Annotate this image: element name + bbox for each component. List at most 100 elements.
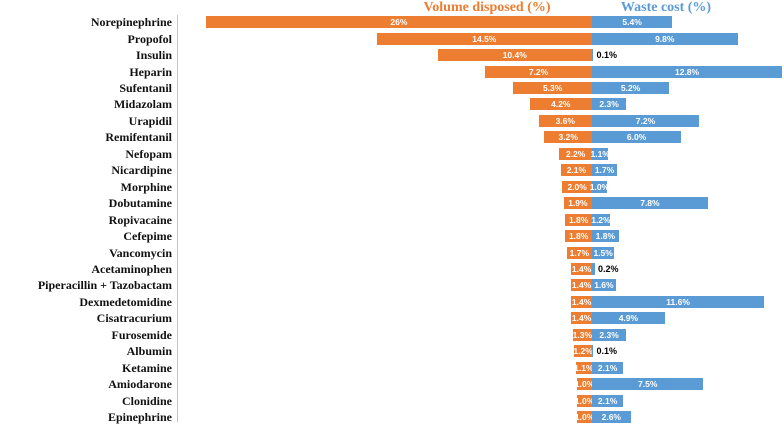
volume-bar: 1.4% <box>571 262 592 275</box>
waste-bar: 7.8% <box>592 197 708 210</box>
waste-bar: 1.1% <box>590 147 610 160</box>
waste-value-label: 0.1% <box>596 50 617 61</box>
waste-value-label: 1.2% <box>591 214 611 225</box>
category-label: Amiodarone <box>108 377 172 392</box>
volume-value-label: 1.0% <box>574 395 595 406</box>
waste-value-label: 11.6% <box>666 296 690 307</box>
waste-value-label: 2.1% <box>597 362 618 373</box>
waste-bar: 2.3% <box>592 98 627 111</box>
volume-bar: 1.9% <box>563 197 592 210</box>
waste-bar: 9.8% <box>592 32 738 45</box>
waste-value-label: 6.0% <box>626 132 647 143</box>
volume-value-label: 10.4% <box>502 50 527 61</box>
waste-value-label: 7.5% <box>638 379 658 390</box>
category-label: Piperacillin + Tazobactam <box>37 278 172 293</box>
waste-value-label: 1.0% <box>589 181 610 192</box>
waste-bar: 2.3% <box>592 328 627 341</box>
waste-value-label: 1.7% <box>594 165 615 176</box>
volume-value-label: 26% <box>390 17 408 28</box>
waste-bar: 11.6% <box>592 295 765 308</box>
waste-bar <box>592 345 594 358</box>
volume-value-label: 7.2% <box>528 66 549 77</box>
series-header-waste-cost: Waste cost (%) <box>620 0 712 15</box>
waste-bar <box>592 49 594 62</box>
volume-value-label: 3.2% <box>558 132 578 143</box>
category-label: Sufentanil <box>119 81 172 95</box>
category-label: Albumin <box>126 344 172 359</box>
waste-bar: 1.0% <box>589 180 610 193</box>
volume-value-label: 1.3% <box>572 329 593 340</box>
category-label: Urapidil <box>128 113 172 128</box>
waste-bar: 5.4% <box>592 16 673 29</box>
waste-value-label: 2.1% <box>597 395 618 406</box>
category-label: Clonidine <box>121 393 172 408</box>
waste-value-label: 12.8% <box>674 66 700 77</box>
waste-value-label: 9.8% <box>655 33 675 44</box>
volume-bar: 1.7% <box>566 246 592 259</box>
category-label: Acetaminophen <box>91 261 172 276</box>
volume-value-label: 1.2% <box>573 346 593 357</box>
series-header-volume-disposed: Volume disposed (%) <box>423 0 551 15</box>
volume-bar: 1.8% <box>565 230 592 243</box>
waste-value-label: 1.1% <box>590 148 610 159</box>
waste-value-label: 2.6% <box>601 412 621 422</box>
category-label: Dexmedetomidine <box>79 294 172 309</box>
volume-value-label: 1.9% <box>568 198 588 209</box>
waste-value-label: 7.8% <box>640 198 660 209</box>
volume-value-label: 2.2% <box>565 148 586 159</box>
waste-bar: 1.8% <box>592 230 619 243</box>
waste-value-label: 4.9% <box>618 313 639 324</box>
waste-value-label: 2.3% <box>599 99 619 110</box>
category-label: Morphine <box>120 179 172 194</box>
category-label: Remifentanil <box>105 130 172 145</box>
category-label: Nicardipine <box>111 163 172 178</box>
volume-value-label: 1.0% <box>574 379 595 390</box>
volume-value-label: 1.4% <box>571 263 592 274</box>
category-label: Epinephrine <box>107 410 172 424</box>
volume-value-label: 3.6% <box>555 115 575 126</box>
waste-bar: 2.1% <box>592 361 624 374</box>
volume-value-label: 2.0% <box>567 181 587 192</box>
waste-value-label: 5.4% <box>622 17 642 28</box>
volume-value-label: 1.4% <box>571 280 592 291</box>
volume-bar: 7.2% <box>485 65 592 78</box>
volume-bar: 2.0% <box>562 180 592 193</box>
category-axis-line <box>177 15 178 422</box>
volume-value-label: 1.4% <box>571 313 592 324</box>
category-label: Dobutamine <box>108 196 172 211</box>
volume-value-label: 1.0% <box>574 412 595 422</box>
volume-bar: 1.0% <box>574 411 595 423</box>
category-label: Midazolam <box>114 97 172 112</box>
waste-bar: 4.9% <box>592 312 665 325</box>
volume-value-label: 4.2% <box>551 99 571 110</box>
volume-bar: 4.2% <box>529 98 592 111</box>
category-label: Nefopam <box>125 146 172 161</box>
waste-bar: 7.2% <box>592 114 699 127</box>
category-label: Cefepime <box>123 229 172 244</box>
volume-value-label: 5.3% <box>542 83 563 93</box>
volume-bar: 14.5% <box>376 32 592 45</box>
category-label: Insulin <box>135 48 172 63</box>
waste-value-label: 7.2% <box>635 115 656 126</box>
volume-bar: 1.4% <box>571 279 592 292</box>
volume-bar: 1.2% <box>573 345 593 358</box>
category-label: Ropivacaine <box>108 212 172 227</box>
volume-bar: 2.2% <box>559 147 592 160</box>
waste-value-label: 0.2% <box>597 263 619 274</box>
volume-bar: 1.8% <box>565 213 592 226</box>
volume-bar: 1.4% <box>571 312 592 325</box>
waste-bar: 7.5% <box>592 378 704 391</box>
volume-value-label: 1.1% <box>574 362 594 373</box>
waste-value-label: 1.5% <box>593 247 613 258</box>
waste-bar <box>592 262 595 275</box>
category-label: Furosemide <box>111 327 172 342</box>
waste-bar: 1.6% <box>592 279 616 292</box>
volume-bar: 1.4% <box>571 295 592 308</box>
category-label: Cisatracurium <box>96 311 172 326</box>
volume-bar: 1.1% <box>574 361 594 374</box>
waste-bar: 1.5% <box>592 246 615 259</box>
volume-bar: 10.4% <box>437 49 592 62</box>
category-label: Heparin <box>129 64 172 79</box>
volume-value-label: 1.4% <box>571 296 592 307</box>
